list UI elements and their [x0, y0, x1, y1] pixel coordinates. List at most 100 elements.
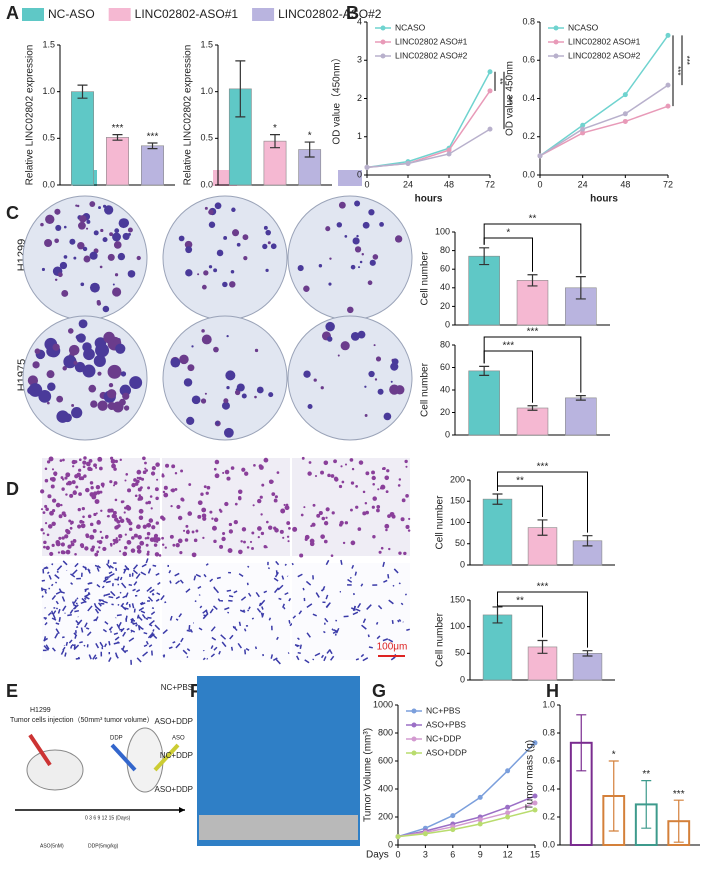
cell — [53, 471, 58, 476]
cell — [51, 468, 55, 471]
cell — [142, 651, 149, 657]
colony — [191, 395, 201, 405]
cell — [140, 571, 147, 576]
error-bar — [147, 142, 158, 150]
colony — [368, 370, 375, 378]
x-tick-label: 0 — [364, 179, 369, 189]
mouse — [26, 749, 84, 791]
cell — [86, 461, 91, 467]
x-tick-label: 12 — [503, 849, 513, 859]
cell — [110, 590, 116, 597]
timeline-text: 0 3 6 9 12 15 (Days) — [85, 815, 131, 821]
cell — [391, 514, 396, 519]
y-tick-label: 150 — [450, 496, 465, 506]
cell — [65, 482, 70, 486]
colony — [82, 364, 96, 378]
cell — [169, 580, 172, 584]
cell — [142, 470, 147, 475]
y-tick-label: 1.5 — [200, 39, 213, 49]
cell — [118, 516, 122, 520]
y-tick-label: 0 — [445, 429, 450, 439]
cell — [168, 569, 172, 574]
well-photo — [162, 458, 290, 556]
cell — [152, 564, 157, 567]
cell — [398, 551, 402, 555]
cell — [51, 617, 57, 621]
cell — [377, 604, 383, 610]
cell — [42, 532, 45, 535]
cell — [95, 484, 101, 490]
cell — [270, 654, 274, 659]
colony — [54, 208, 61, 215]
cell — [284, 563, 287, 566]
colony — [303, 370, 311, 378]
point — [580, 122, 586, 128]
cell — [392, 584, 395, 587]
colony — [230, 269, 235, 274]
colony — [115, 343, 126, 354]
y-tick-label: 0.0 — [42, 179, 55, 189]
cell — [382, 638, 389, 642]
point — [450, 813, 456, 819]
cell — [44, 504, 48, 508]
cell — [44, 522, 48, 525]
cell — [273, 526, 277, 530]
cell — [119, 550, 122, 553]
cell — [137, 624, 143, 630]
colony — [201, 284, 207, 290]
cell — [360, 583, 364, 587]
cell — [143, 631, 148, 635]
cell — [333, 629, 338, 632]
colony — [71, 407, 83, 419]
cell — [89, 481, 94, 485]
colony — [40, 222, 44, 227]
cell — [154, 624, 161, 631]
cell — [177, 538, 183, 544]
point — [665, 103, 671, 109]
error-bar — [582, 535, 593, 547]
error-bar — [270, 134, 280, 149]
cell — [406, 628, 410, 631]
cell — [316, 513, 321, 518]
cell — [94, 656, 98, 660]
cell — [70, 522, 73, 525]
cell — [354, 571, 357, 576]
cell — [146, 552, 150, 556]
cell — [156, 537, 161, 542]
colony — [95, 343, 110, 358]
cell — [114, 636, 120, 641]
cell — [320, 534, 325, 539]
cell — [232, 625, 238, 631]
cell — [80, 544, 85, 549]
cell — [302, 587, 305, 591]
cell — [108, 657, 112, 663]
cell — [375, 621, 379, 625]
cell — [335, 619, 338, 622]
colony — [350, 331, 360, 341]
cell — [156, 478, 159, 481]
cell — [397, 484, 401, 487]
cell — [104, 535, 109, 539]
cell — [55, 502, 61, 508]
colony — [270, 243, 277, 250]
cell — [149, 633, 155, 639]
cell — [89, 522, 94, 527]
cell — [132, 588, 136, 592]
colony — [336, 222, 343, 228]
colony — [106, 389, 117, 399]
cell — [150, 507, 153, 510]
cell — [165, 463, 170, 468]
cell — [50, 484, 55, 489]
y-tick-label: 0 — [388, 839, 393, 849]
cell — [260, 513, 263, 516]
point — [580, 130, 586, 136]
cell — [304, 659, 310, 664]
cell — [84, 587, 89, 591]
bar — [482, 614, 513, 681]
colony — [114, 228, 120, 234]
cell — [213, 539, 217, 544]
cell — [108, 640, 111, 646]
cell — [261, 606, 264, 610]
cell — [74, 460, 78, 464]
cell — [99, 530, 102, 534]
